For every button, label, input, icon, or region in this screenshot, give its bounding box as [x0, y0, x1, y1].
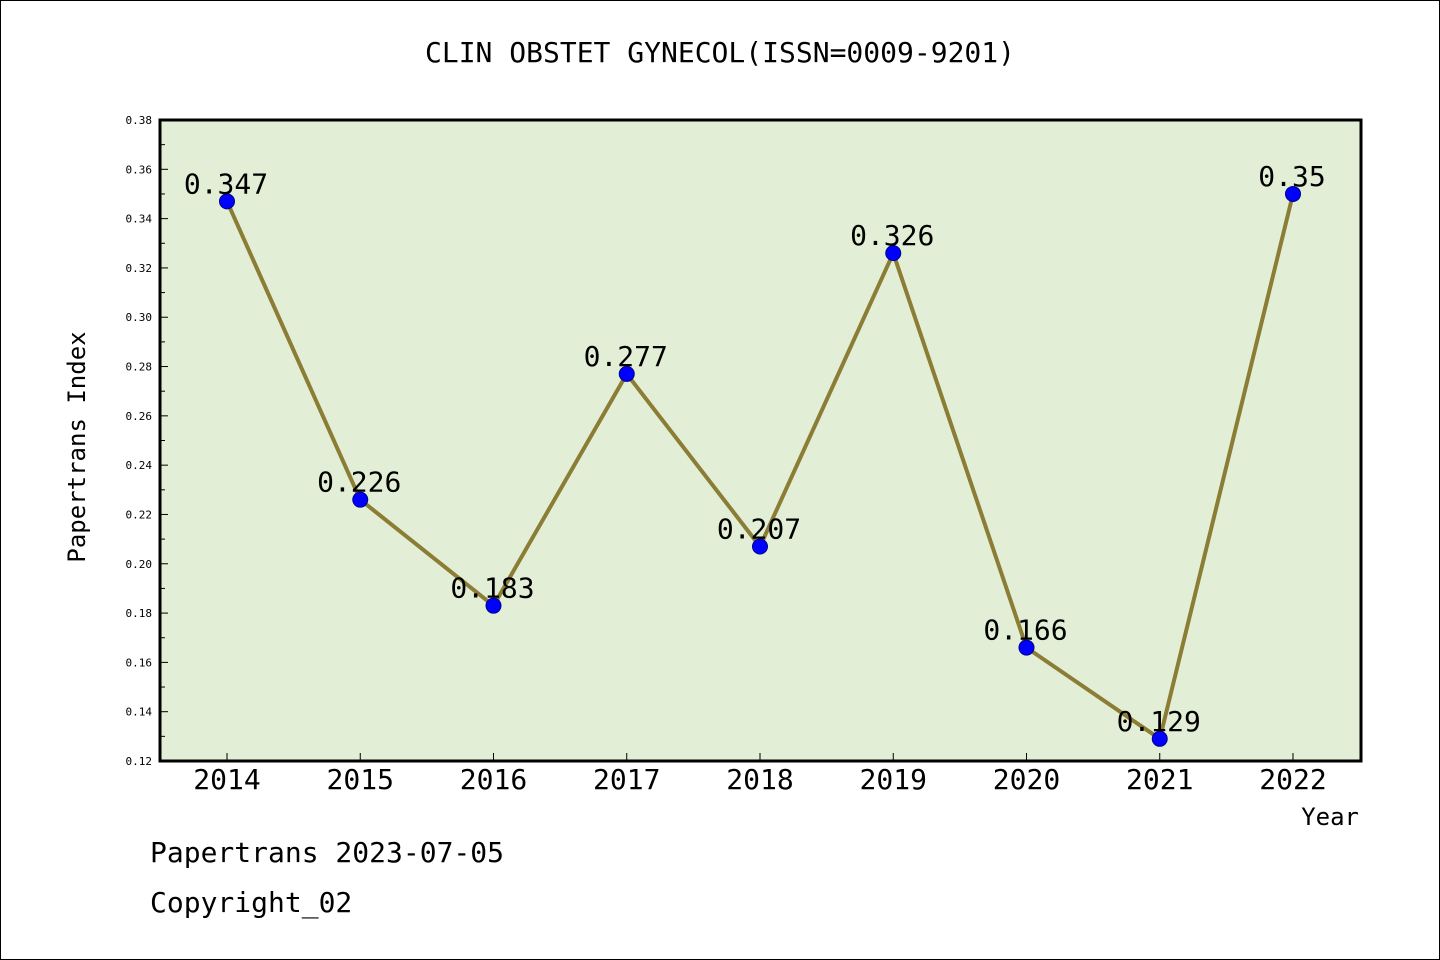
data-label: 0.35: [1258, 160, 1325, 193]
footer-copyright: Copyright_02: [150, 886, 353, 919]
x-tick-label: 2018: [726, 763, 793, 796]
x-tick-label: 2022: [1259, 763, 1326, 796]
y-tick-label: 0.18: [126, 607, 153, 620]
x-tick-label: 2020: [993, 763, 1060, 796]
y-tick-label: 0.34: [126, 213, 153, 226]
data-point: [752, 538, 768, 555]
data-point: [1285, 185, 1301, 202]
y-tick-label: 0.14: [126, 706, 153, 719]
data-point: [618, 365, 635, 382]
y-tick-label: 0.32: [126, 262, 153, 275]
x-axis-label: Year: [1301, 803, 1359, 831]
data-label: 0.183: [450, 572, 534, 605]
y-tick-label: 0.22: [126, 508, 153, 521]
data-point: [885, 245, 902, 262]
y-tick-label: 0.38: [126, 114, 153, 127]
y-tick-label: 0.16: [126, 656, 153, 669]
data-point: [1151, 730, 1168, 747]
data-point: [352, 491, 369, 508]
plot-area: [158, 118, 1363, 763]
y-tick-label: 0.36: [126, 163, 153, 176]
x-tick-label: 2021: [1126, 763, 1193, 796]
data-point: [219, 193, 235, 210]
data-label: 0.166: [983, 614, 1067, 647]
data-point: [485, 597, 502, 614]
y-tick-label: 0.12: [126, 755, 153, 768]
y-tick-label: 0.30: [126, 311, 153, 324]
y-axis-label: Papertrans Index: [63, 331, 91, 562]
data-label: 0.347: [184, 167, 268, 200]
data-point: [1018, 639, 1035, 656]
data-label: 0.277: [584, 340, 668, 373]
x-tick-label: 2019: [860, 763, 927, 796]
y-tick-label: 0.20: [126, 558, 153, 571]
data-label: 0.207: [717, 513, 801, 546]
footer-date: Papertrans 2023-07-05: [150, 836, 505, 869]
y-tick-label: 0.26: [126, 410, 153, 423]
x-tick-label: 2015: [327, 763, 394, 796]
data-label: 0.226: [317, 466, 401, 499]
data-label: 0.326: [850, 219, 934, 252]
data-label: 0.129: [1117, 705, 1201, 738]
x-tick-label: 2014: [193, 763, 260, 796]
y-tick-label: 0.24: [126, 459, 153, 472]
x-tick-label: 2017: [593, 763, 660, 796]
chart-title: CLIN OBSTET GYNECOL(ISSN=0009-9201): [424, 36, 1015, 69]
x-tick-label: 2016: [460, 763, 527, 796]
y-tick-label: 0.28: [126, 361, 153, 374]
